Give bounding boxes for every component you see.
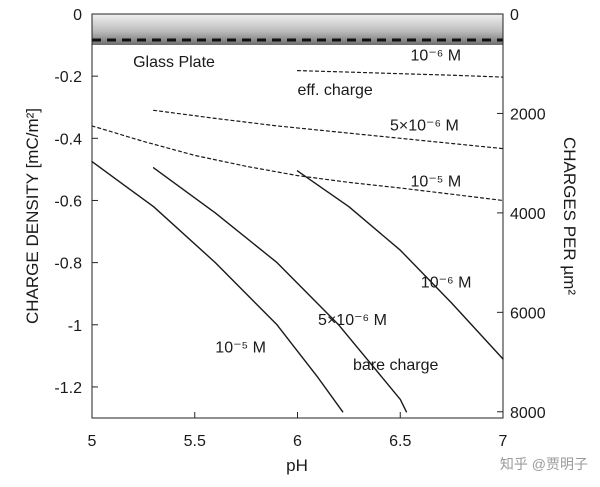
y-left-tick-label: -1 [68, 318, 82, 335]
y-axis-left-title: CHARGE DENSITY [mC/m²] [23, 108, 42, 324]
chart-annotation: 10⁻⁵ M [411, 173, 462, 190]
annotation-layer: Glass Plate 10⁻⁶ M eff. charge 5×10⁻⁶ M 10⁻⁵… [133, 48, 471, 374]
y-left-tick-label: -0.6 [54, 193, 82, 210]
y-left-tick-label: -1.2 [54, 380, 82, 397]
x-tick-label: 7 [499, 433, 508, 450]
ticks-layer: 5 5.5 6 6.5 7 0 -0.2 -0.4 -0.6 -0.8 -1 -1.2 0 2000 400… [54, 7, 545, 450]
chart-annotation: 5×10⁻⁶ M [390, 118, 459, 135]
chart-annotation: bare charge [353, 357, 438, 374]
y-right-tick-label: 6000 [510, 305, 546, 322]
effective-charge-curve-2 [91, 125, 504, 202]
chart-annotation: Glass Plate [133, 54, 215, 71]
chart-annotation: 10⁻⁵ M [215, 340, 266, 357]
y-left-tick-label: -0.8 [54, 256, 82, 273]
y-right-tick-label: 8000 [510, 405, 546, 422]
x-tick-label: 6 [293, 433, 302, 450]
x-tick-label: 6.5 [389, 433, 411, 450]
y-right-tick-label: 0 [510, 7, 519, 24]
x-tick-label: 5 [88, 433, 97, 450]
y-left-tick-label: -0.4 [54, 131, 82, 148]
y-left-tick-label: 0 [73, 7, 82, 24]
effective-charge-curve-1 [153, 109, 504, 150]
x-tick-label: 5.5 [184, 433, 206, 450]
effective-charge-curve-0 [296, 69, 504, 78]
chart-annotation: 10⁻⁶ M [411, 48, 462, 65]
y-left-tick-label: -0.2 [54, 69, 82, 86]
x-axis-title: pH [286, 456, 308, 475]
chart-annotation: 5×10⁻⁶ M [318, 312, 387, 329]
bare-charge-curve-5 [91, 160, 344, 413]
bare-charge-curve-3 [296, 170, 504, 360]
y-right-tick-label: 4000 [510, 206, 546, 223]
series-layer [91, 69, 504, 413]
y-right-tick-label: 2000 [510, 106, 546, 123]
bare-charge-curve-4 [152, 167, 408, 413]
chart-annotation: eff. charge [298, 82, 373, 99]
chart-annotation: 10⁻⁶ M [421, 274, 472, 291]
y-axis-right-title: CHARGES PER µm² [560, 137, 579, 295]
watermark: 知乎 @贾明子 [500, 456, 588, 472]
